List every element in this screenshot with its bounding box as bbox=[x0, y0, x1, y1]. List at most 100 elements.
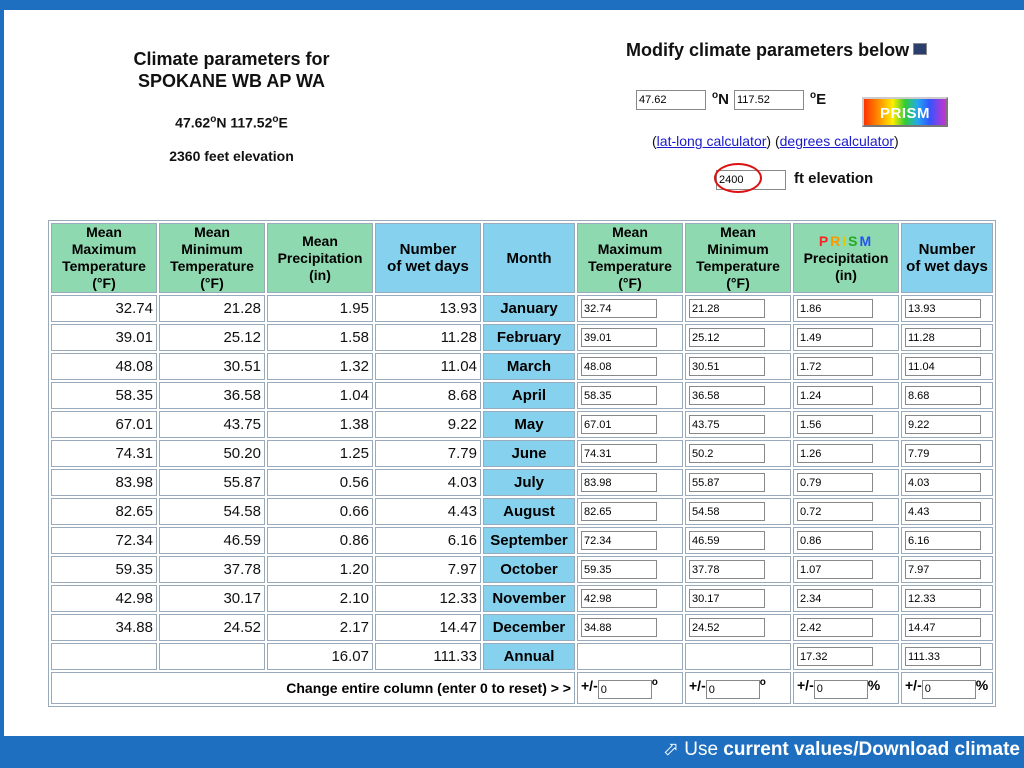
pm-min-input[interactable] bbox=[705, 680, 760, 700]
mod-min-temp-input[interactable] bbox=[689, 415, 765, 435]
mod-precip-input[interactable] bbox=[797, 589, 873, 609]
climate-table: Mean Maximum Temperature (°F) Mean Minimum Te… bbox=[48, 220, 996, 707]
mod-wet-days-input[interactable] bbox=[905, 502, 981, 522]
mod-min-temp-input[interactable] bbox=[689, 531, 765, 551]
lat-long-calculator-link[interactable]: lat-long calculator bbox=[656, 133, 767, 149]
mod-min-temp-input[interactable] bbox=[689, 386, 765, 406]
prism-button[interactable]: PRISM bbox=[862, 97, 948, 127]
mod-precip-cell bbox=[793, 498, 899, 525]
pm-precip-input[interactable] bbox=[813, 679, 868, 699]
mod-precip-input[interactable] bbox=[797, 473, 873, 493]
mod-wet-days-cell bbox=[901, 469, 993, 496]
mod-wet-days-input[interactable] bbox=[905, 415, 981, 435]
mod-max-temp-input[interactable] bbox=[581, 328, 657, 348]
station-lat: 47.62 bbox=[175, 114, 211, 131]
mod-min-temp-input[interactable] bbox=[689, 589, 765, 609]
table-row: 48.08 30.51 1.32 11.04 March bbox=[51, 353, 993, 380]
mod-precip-input[interactable] bbox=[797, 415, 873, 435]
mod-precip-input[interactable] bbox=[797, 531, 873, 551]
longitude-input[interactable] bbox=[734, 90, 804, 110]
mod-wet-days-input[interactable] bbox=[905, 589, 981, 609]
mod-precip-input[interactable] bbox=[797, 328, 873, 348]
mod-min-temp-input[interactable] bbox=[689, 618, 765, 638]
mod-wet-days-input[interactable] bbox=[905, 357, 981, 377]
observed-wet-days: 13.93 bbox=[375, 295, 481, 322]
mod-wet-days-input[interactable] bbox=[905, 560, 981, 580]
mod-max-temp-input[interactable] bbox=[581, 415, 657, 435]
table-row: 83.98 55.87 0.56 4.03 July bbox=[51, 469, 993, 496]
mod-max-temp-input[interactable] bbox=[581, 502, 657, 522]
table-row: 58.35 36.58 1.04 8.68 April bbox=[51, 382, 993, 409]
annual-min bbox=[159, 643, 265, 670]
download-link-prefix: Use bbox=[684, 739, 719, 760]
mod-wet-days-cell bbox=[901, 295, 993, 322]
mod-precip-input[interactable] bbox=[797, 357, 873, 377]
mod-max-temp-input[interactable] bbox=[581, 444, 657, 464]
mod-max-temp-input[interactable] bbox=[581, 618, 657, 638]
mod-max-temp-input[interactable] bbox=[581, 531, 657, 551]
month-label: March bbox=[483, 353, 575, 380]
mod-min-temp-cell bbox=[685, 295, 791, 322]
mod-precip-input[interactable] bbox=[797, 299, 873, 319]
annual-precip-input[interactable] bbox=[797, 647, 873, 667]
mod-precip-input[interactable] bbox=[797, 502, 873, 522]
observed-min-temp: 54.58 bbox=[159, 498, 265, 525]
mod-min-temp-input[interactable] bbox=[689, 328, 765, 348]
mod-wet-days-input[interactable] bbox=[905, 531, 981, 551]
mod-precip-input[interactable] bbox=[797, 386, 873, 406]
annual-mod-min bbox=[685, 643, 791, 670]
mod-min-temp-input[interactable] bbox=[689, 357, 765, 377]
mod-max-temp-input[interactable] bbox=[581, 560, 657, 580]
month-label: October bbox=[483, 556, 575, 583]
station-lat-unit: N bbox=[216, 114, 227, 131]
table-row: 34.88 24.52 2.17 14.47 December bbox=[51, 614, 993, 641]
pm-precip-cell: +/-% bbox=[793, 672, 899, 704]
mod-wet-days-input[interactable] bbox=[905, 386, 981, 406]
mod-min-temp-input[interactable] bbox=[689, 560, 765, 580]
mod-precip-input[interactable] bbox=[797, 560, 873, 580]
latitude-input[interactable] bbox=[636, 90, 706, 110]
station-coordinates: 47.62oN 117.52oE bbox=[175, 114, 288, 131]
mod-max-temp-cell bbox=[577, 295, 683, 322]
mod-wet-days-cell bbox=[901, 614, 993, 641]
mod-wet-days-input[interactable] bbox=[905, 473, 981, 493]
pm-wet-input[interactable] bbox=[921, 679, 976, 699]
mod-min-temp-input[interactable] bbox=[689, 444, 765, 464]
annual-max bbox=[51, 643, 157, 670]
mod-wet-days-input[interactable] bbox=[905, 444, 981, 464]
observed-wet-days: 12.33 bbox=[375, 585, 481, 612]
table-body: 32.7421.281.9513.93January39.0125.121.58… bbox=[51, 295, 993, 641]
mod-min-temp-input[interactable] bbox=[689, 299, 765, 319]
mod-precip-cell bbox=[793, 353, 899, 380]
mod-precip-input[interactable] bbox=[797, 444, 873, 464]
month-label: September bbox=[483, 527, 575, 554]
mod-max-temp-input[interactable] bbox=[581, 386, 657, 406]
mod-max-temp-input[interactable] bbox=[581, 473, 657, 493]
table-row: 42.98 30.17 2.10 12.33 November bbox=[51, 585, 993, 612]
mod-precip-input[interactable] bbox=[797, 618, 873, 638]
observed-precip: 1.25 bbox=[267, 440, 373, 467]
table-row: 82.65 54.58 0.66 4.43 August bbox=[51, 498, 993, 525]
degrees-calculator-link[interactable]: degrees calculator bbox=[779, 133, 895, 149]
mod-precip-cell bbox=[793, 556, 899, 583]
mod-min-temp-input[interactable] bbox=[689, 473, 765, 493]
page-panel: Climate parameters for SPOKANE WB AP WA … bbox=[4, 10, 1024, 736]
mod-wet-days-cell bbox=[901, 382, 993, 409]
mod-wet-days-input[interactable] bbox=[905, 299, 981, 319]
mod-wet-days-input[interactable] bbox=[905, 618, 981, 638]
observed-max-temp: 39.01 bbox=[51, 324, 157, 351]
mod-min-temp-cell bbox=[685, 556, 791, 583]
observed-min-temp: 50.20 bbox=[159, 440, 265, 467]
annual-wet-input[interactable] bbox=[905, 647, 981, 667]
modify-icon[interactable] bbox=[913, 43, 928, 55]
mod-wet-days-input[interactable] bbox=[905, 328, 981, 348]
mod-max-temp-input[interactable] bbox=[581, 589, 657, 609]
table-row: 32.74 21.28 1.95 13.93 January bbox=[51, 295, 993, 322]
pm-max-input[interactable] bbox=[597, 680, 652, 700]
mod-max-temp-input[interactable] bbox=[581, 357, 657, 377]
download-link-text[interactable]: current values/Download climate bbox=[723, 739, 1020, 760]
mod-max-temp-input[interactable] bbox=[581, 299, 657, 319]
modify-title-text: Modify climate parameters below bbox=[626, 40, 910, 60]
download-link[interactable]: ⬀ Use current values/Download climate bbox=[663, 738, 1020, 761]
mod-min-temp-input[interactable] bbox=[689, 502, 765, 522]
